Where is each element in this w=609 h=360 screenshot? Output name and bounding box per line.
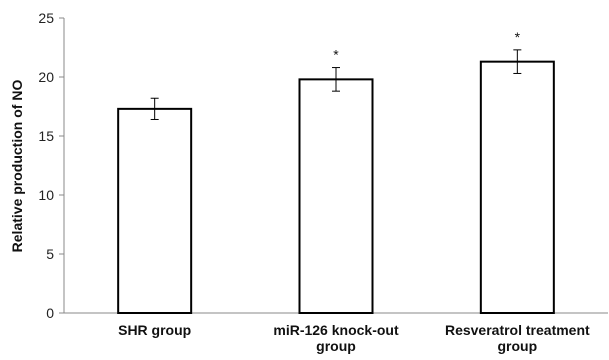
bar (479, 60, 555, 314)
bars: ** (117, 29, 555, 314)
y-tick-label: 5 (46, 246, 54, 262)
category-label: group (316, 338, 356, 354)
y-tick-label: 0 (46, 305, 54, 321)
category-label: SHR group (118, 322, 191, 338)
y-tick-label: 15 (38, 128, 54, 144)
category-label: Resveratrol treatment (445, 322, 590, 338)
y-tick-label: 20 (38, 69, 54, 85)
y-axis-label: Relative production of NO (9, 80, 25, 253)
y-tick-label: 25 (38, 10, 54, 26)
y-tick-label: 10 (38, 187, 54, 203)
bar (298, 78, 374, 314)
significance-marker: * (333, 47, 339, 63)
x-axis-labels: SHR group miR-126 knock-outgroupResveratr… (118, 322, 590, 354)
y-axis-ticks: 0 5 10 15 20 25 (38, 10, 64, 321)
significance-marker: * (515, 29, 521, 45)
category-label: group (498, 338, 538, 354)
category-label: miR-126 knock-out (273, 322, 399, 338)
bar (117, 107, 193, 314)
